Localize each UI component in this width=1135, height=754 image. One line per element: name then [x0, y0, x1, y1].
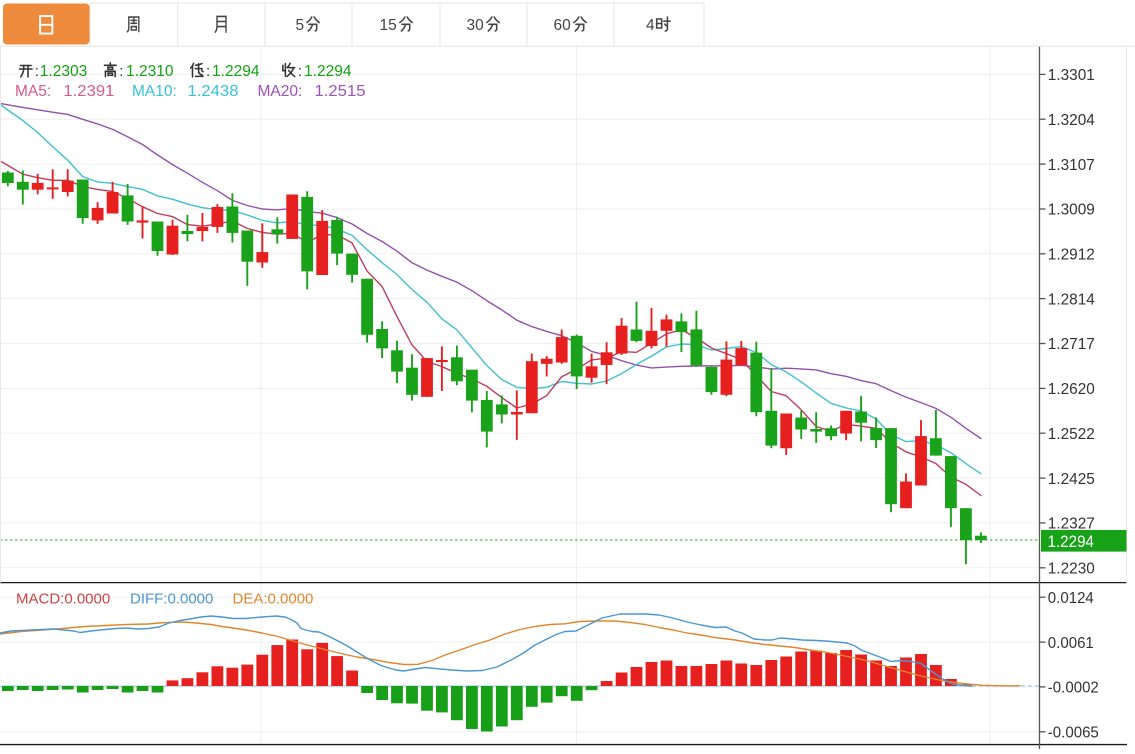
svg-text:DEA:0.0000: DEA:0.0000 — [233, 591, 314, 608]
svg-text:1.2294: 1.2294 — [212, 63, 260, 80]
svg-text:4: 4 — [646, 17, 655, 34]
svg-text:1.2327: 1.2327 — [1048, 516, 1095, 533]
svg-text:30: 30 — [467, 17, 485, 34]
svg-text::: : — [35, 63, 39, 80]
svg-text:1.2522: 1.2522 — [1048, 426, 1095, 443]
svg-text::: : — [298, 63, 302, 80]
svg-text:DIFF:0.0000: DIFF:0.0000 — [130, 591, 213, 608]
svg-text:5: 5 — [296, 17, 305, 34]
svg-text:1.2294: 1.2294 — [1048, 532, 1095, 551]
svg-text:1.2425: 1.2425 — [1048, 471, 1095, 488]
svg-text:1.3009: 1.3009 — [1048, 202, 1095, 219]
svg-text:1.2294: 1.2294 — [304, 63, 352, 80]
svg-text:1.2438: 1.2438 — [188, 83, 239, 100]
svg-text:MA20:: MA20: — [258, 83, 303, 100]
svg-text:1.3301: 1.3301 — [1048, 67, 1095, 84]
svg-text:1.2230: 1.2230 — [1048, 561, 1095, 578]
svg-text:60: 60 — [554, 17, 572, 34]
svg-text::: : — [119, 63, 123, 80]
svg-text::: : — [206, 63, 210, 80]
svg-text:0.0061: 0.0061 — [1048, 635, 1094, 652]
svg-text:0.0124: 0.0124 — [1048, 590, 1094, 607]
svg-text:1.3107: 1.3107 — [1048, 157, 1095, 174]
svg-text:1.2391: 1.2391 — [63, 83, 114, 100]
svg-text:MA10:: MA10: — [132, 83, 177, 100]
svg-text:MACD:0.0000: MACD:0.0000 — [16, 591, 110, 608]
svg-text:1.2515: 1.2515 — [315, 83, 366, 100]
svg-text:MA5:: MA5: — [15, 83, 51, 100]
svg-text:1.2717: 1.2717 — [1048, 336, 1095, 353]
svg-text:-0.0002: -0.0002 — [1048, 680, 1099, 697]
svg-text:1.2814: 1.2814 — [1048, 291, 1095, 308]
svg-text:-0.0065: -0.0065 — [1048, 725, 1099, 742]
svg-text:15: 15 — [380, 17, 397, 34]
svg-text:1.2912: 1.2912 — [1048, 247, 1095, 264]
svg-text:1.2303: 1.2303 — [40, 63, 88, 80]
svg-text:1.2310: 1.2310 — [126, 63, 174, 80]
svg-text:1.3204: 1.3204 — [1048, 112, 1095, 129]
svg-text:1.2620: 1.2620 — [1048, 381, 1095, 398]
